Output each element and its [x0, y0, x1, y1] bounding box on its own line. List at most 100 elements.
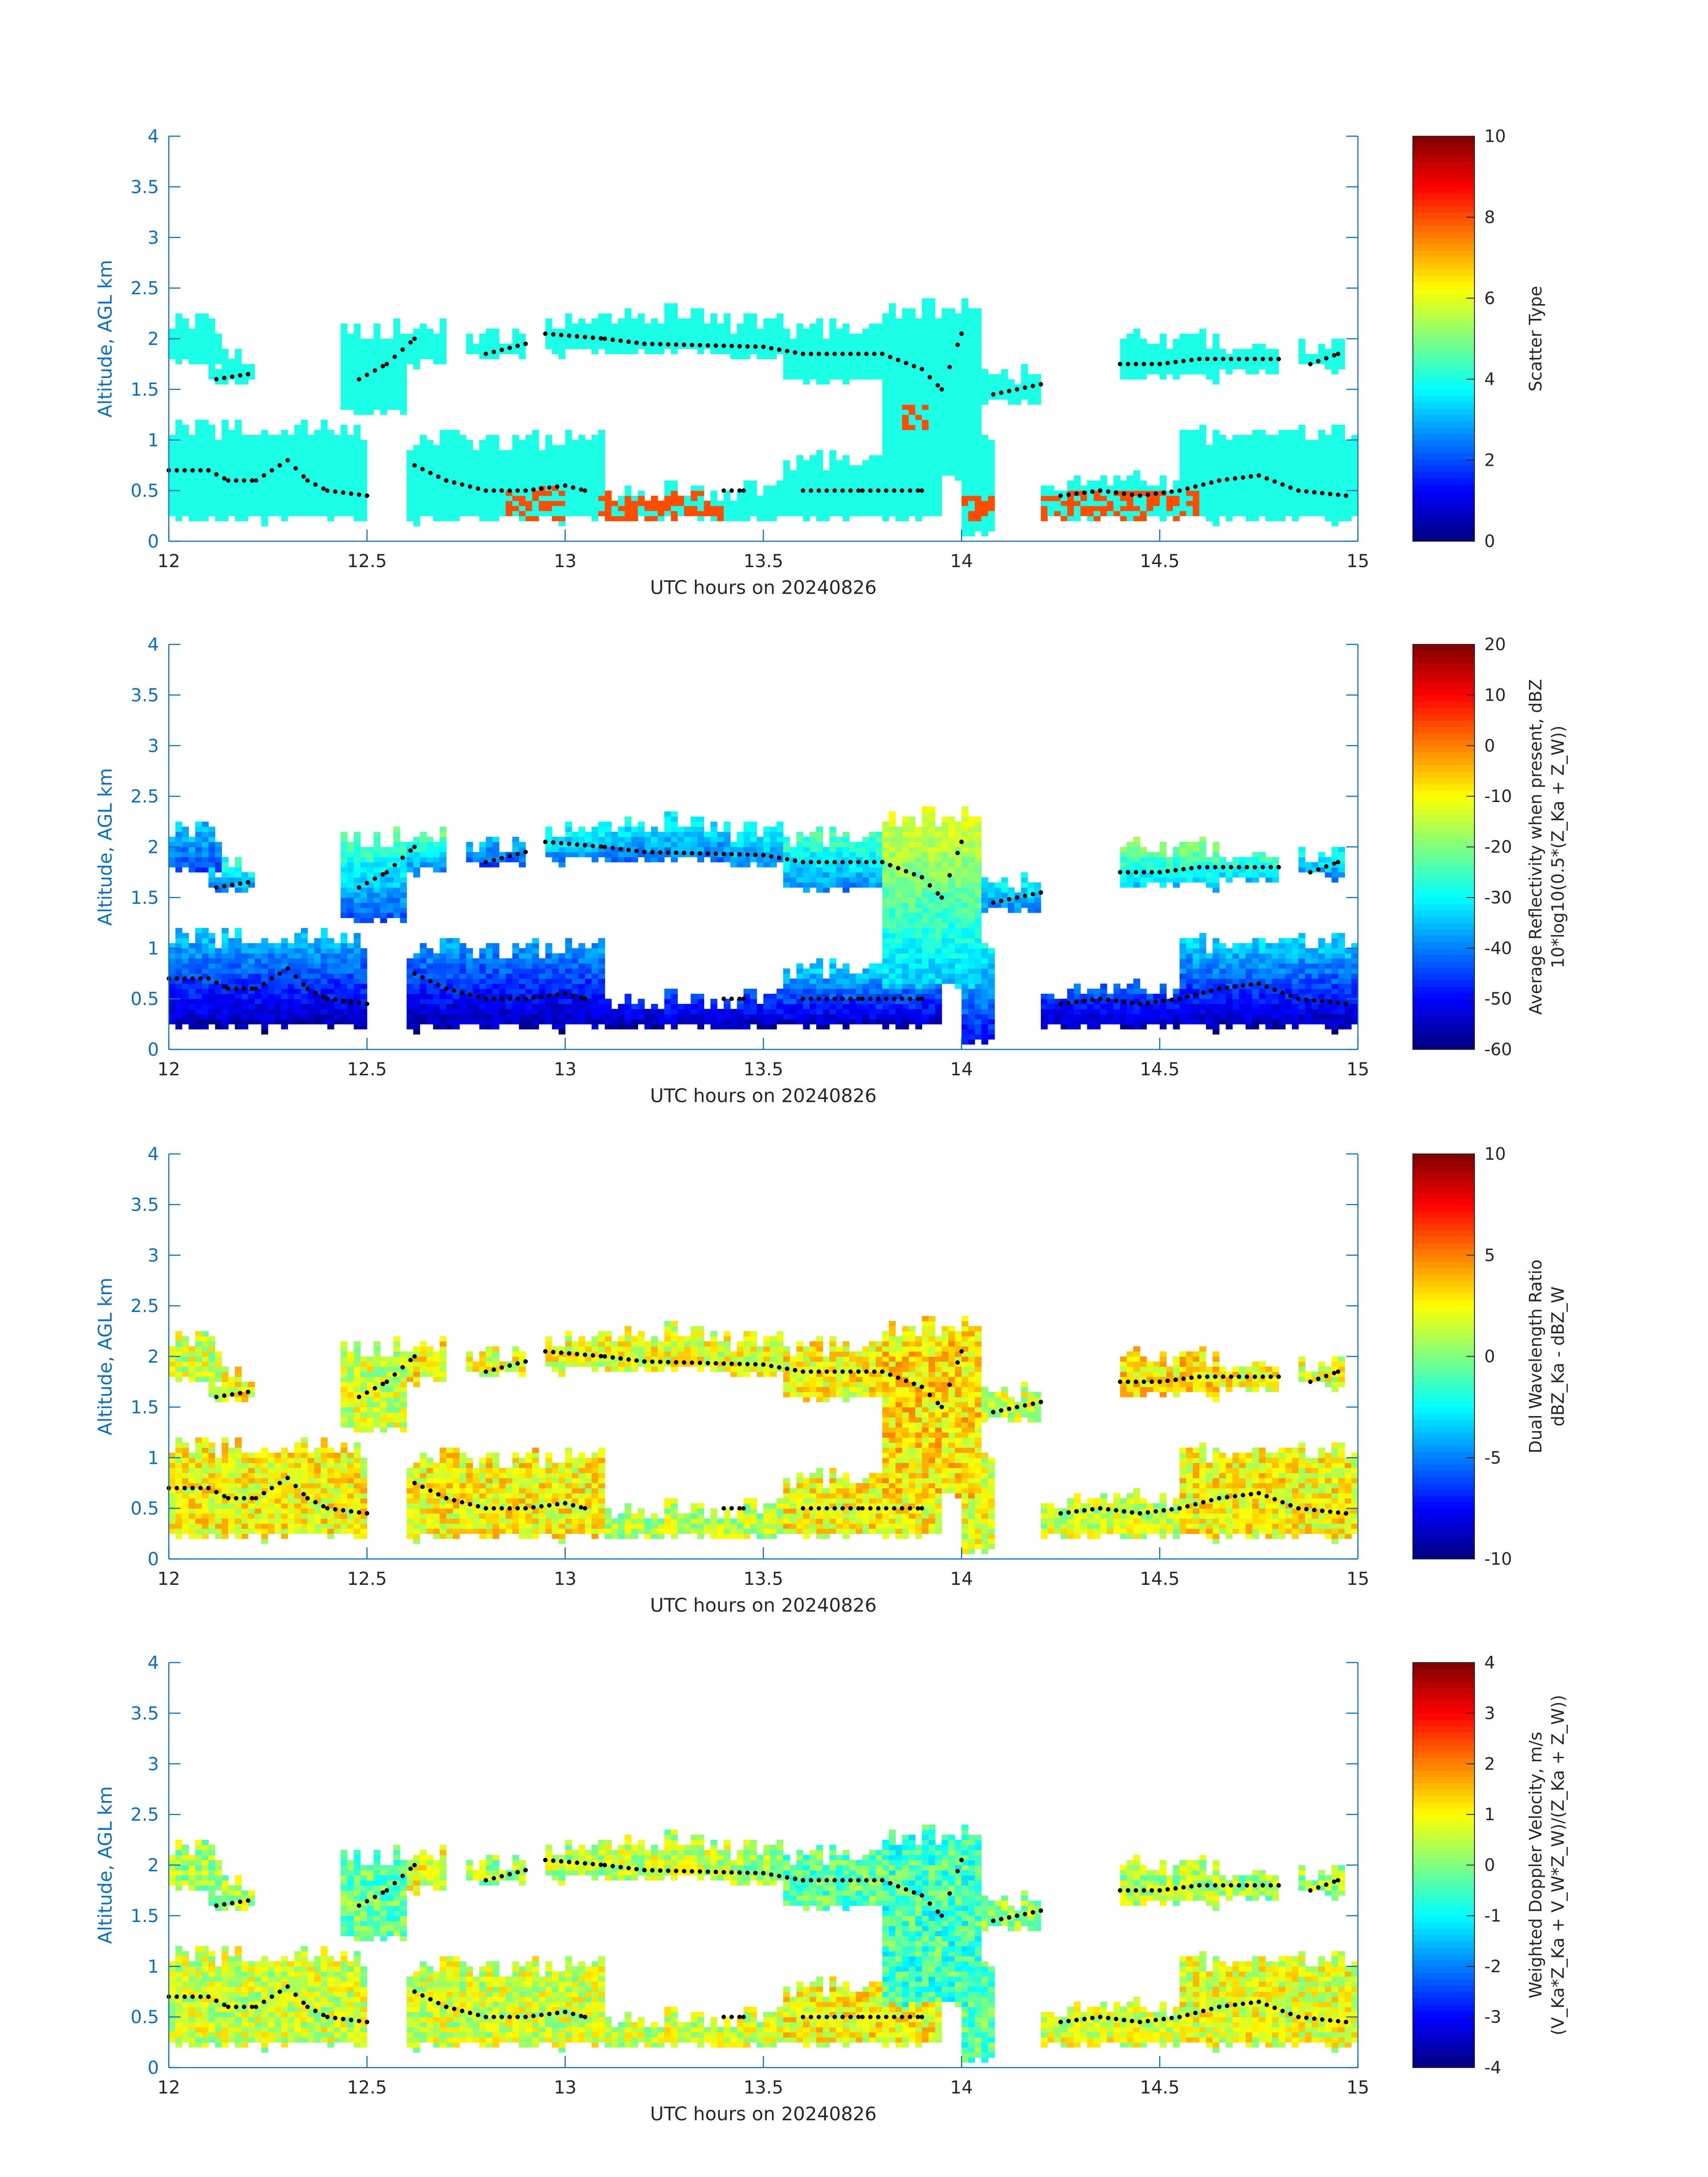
heatmap-cell [426, 344, 433, 349]
heatmap-cell [710, 313, 717, 319]
heatmap-cell [731, 339, 737, 344]
heatmap-cell [797, 455, 803, 460]
data-dot [769, 346, 773, 351]
heatmap-cell [268, 506, 275, 511]
heatmap-cell [651, 324, 658, 329]
heatmap-cell [585, 440, 592, 445]
heatmap-cell [400, 384, 407, 390]
heatmap-cell [334, 506, 341, 511]
heatmap-cell [1193, 339, 1199, 344]
heatmap-cell [975, 415, 981, 420]
heatmap-cell [743, 339, 750, 344]
heatmap-cell [724, 516, 731, 521]
heatmap-cell [955, 420, 962, 425]
heatmap-cell [684, 511, 691, 516]
heatmap-cell [215, 450, 222, 455]
heatmap-cell [757, 496, 764, 501]
heatmap-cell [625, 485, 631, 491]
data-dot [384, 362, 389, 366]
data-dot [809, 489, 813, 493]
heatmap-cell [1265, 440, 1272, 445]
heatmap-cell [301, 430, 308, 435]
heatmap-cell [440, 465, 447, 471]
heatmap-cell [876, 334, 882, 339]
heatmap-cell [1206, 501, 1213, 506]
heatmap-cell [420, 440, 426, 445]
heatmap-cell [981, 394, 988, 400]
heatmap-cell [360, 440, 367, 445]
heatmap-cell [248, 435, 255, 440]
heatmap-cell [1041, 485, 1048, 491]
heatmap-cell [1206, 460, 1213, 466]
heatmap-cell [215, 485, 222, 491]
heatmap-cell [677, 506, 684, 511]
heatmap-cell [512, 329, 519, 334]
heatmap-cell [1120, 354, 1127, 359]
heatmap-cell [255, 470, 261, 476]
heatmap-cell [413, 516, 420, 521]
heatmap-cell [215, 496, 222, 501]
heatmap-cell [882, 455, 889, 460]
heatmap-cell [532, 516, 539, 521]
heatmap-cell [889, 364, 896, 369]
heatmap-cell [539, 476, 546, 481]
heatmap-cell [209, 496, 215, 501]
heatmap-cell [1305, 470, 1312, 476]
heatmap-cell [1292, 511, 1299, 516]
heatmap-cell [625, 501, 631, 506]
heatmap-cell [473, 344, 480, 349]
heatmap-cell [915, 324, 922, 329]
heatmap-cell [644, 349, 651, 354]
heatmap-cell [849, 374, 856, 380]
y-tick-label: 2.5 [130, 278, 159, 299]
heatmap-cell [354, 334, 360, 339]
heatmap-cell [255, 435, 261, 440]
heatmap-cell [1008, 394, 1015, 400]
heatmap-cell [869, 496, 876, 501]
heatmap-cell [1213, 521, 1219, 526]
heatmap-cell [743, 506, 750, 511]
heatmap-cell [928, 364, 935, 369]
heatmap-cell [413, 354, 420, 359]
heatmap-cell [823, 339, 830, 344]
data-dot [230, 375, 234, 379]
heatmap-cell [843, 506, 849, 511]
heatmap-cell [354, 506, 360, 511]
heatmap-cell [710, 511, 717, 516]
heatmap-cell [1193, 455, 1199, 460]
heatmap-cell [810, 364, 816, 369]
heatmap-cell [426, 334, 433, 339]
data-dot [1233, 476, 1237, 481]
heatmap-cell [803, 506, 810, 511]
heatmap-cell [221, 485, 228, 491]
heatmap-cell [1153, 349, 1160, 354]
heatmap-cell [347, 344, 354, 349]
heatmap-cell [843, 364, 849, 369]
heatmap-cell [836, 344, 843, 349]
heatmap-cell [889, 334, 896, 339]
heatmap-cell [552, 339, 559, 344]
heatmap-cell [909, 440, 915, 445]
heatmap-cell [202, 516, 209, 521]
data-dot [959, 331, 964, 336]
heatmap-cell [506, 511, 513, 516]
heatmap-cell [1299, 496, 1305, 501]
heatmap-cell [261, 460, 268, 466]
heatmap-cell [975, 409, 981, 415]
heatmap-cell [961, 384, 968, 390]
heatmap-cell [255, 445, 261, 451]
heatmap-cell [182, 501, 189, 506]
heatmap-cell [638, 334, 644, 339]
heatmap-cell [968, 379, 975, 384]
heatmap-cell [1265, 435, 1272, 440]
heatmap-cell [334, 496, 341, 501]
heatmap-cell [671, 334, 677, 339]
data-dot [896, 358, 900, 362]
data-dot [563, 483, 568, 488]
heatmap-cell [968, 409, 975, 415]
heatmap-cell [1213, 374, 1219, 380]
heatmap-cell [459, 470, 466, 476]
heatmap-cell [327, 516, 334, 521]
heatmap-cell [294, 430, 301, 435]
heatmap-cell [1325, 460, 1332, 466]
